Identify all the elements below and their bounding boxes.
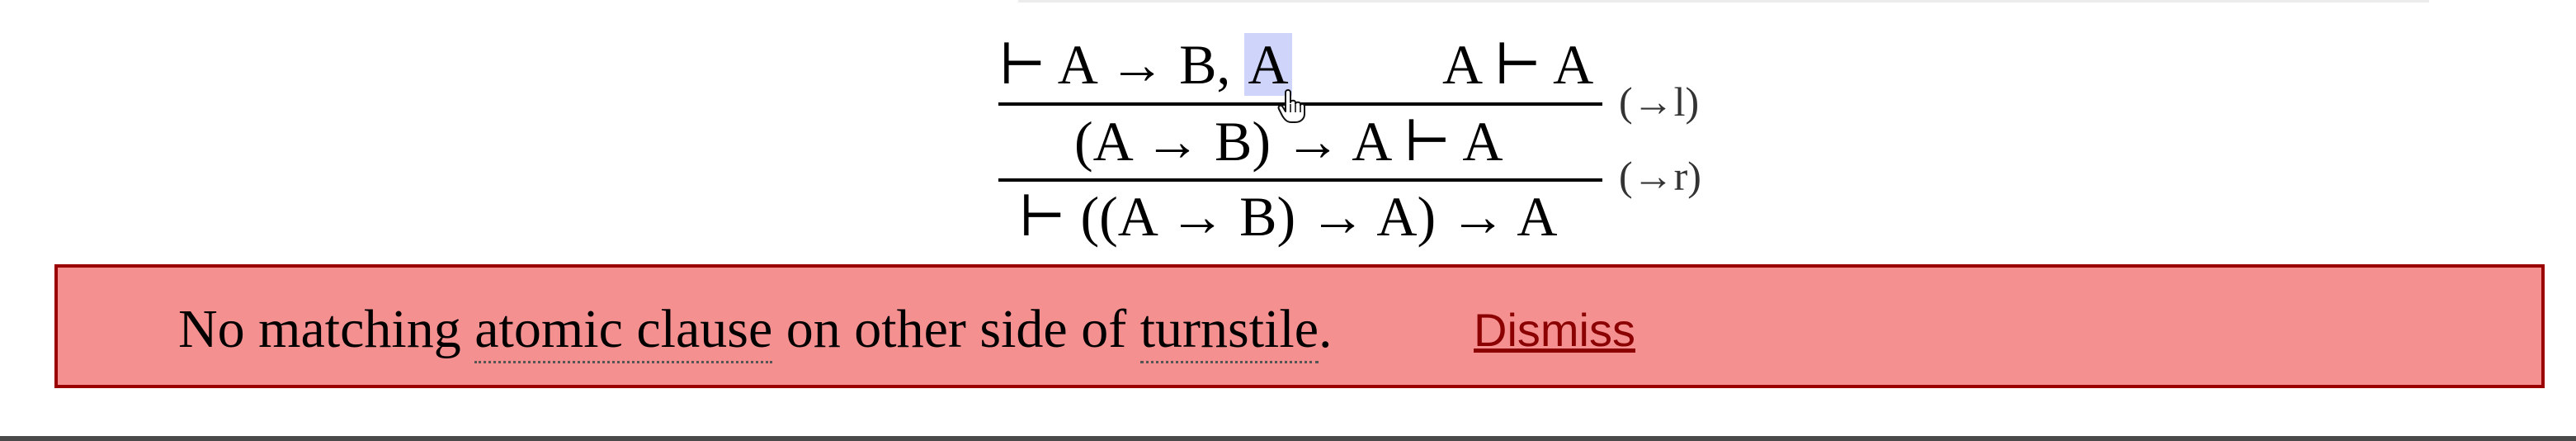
inference-line-lower bbox=[998, 178, 1602, 182]
error-text-part-2: on other side of bbox=[772, 299, 1140, 359]
error-banner: No matching atomic clause on other side … bbox=[54, 264, 2545, 388]
term-atomic-clause[interactable]: atomic clause bbox=[474, 299, 773, 363]
premise-left-prefix: ⊢ A → B, bbox=[998, 33, 1245, 96]
error-text-part-1: No matching bbox=[178, 299, 475, 359]
hand-pointer-icon bbox=[1277, 89, 1305, 123]
bottom-divider bbox=[0, 436, 2576, 441]
top-divider bbox=[1018, 0, 2429, 2]
rule-label-implies-left: (→l) bbox=[1619, 78, 1700, 125]
error-text-part-3: . bbox=[1319, 299, 1333, 359]
dismiss-link[interactable]: Dismiss bbox=[1474, 304, 1635, 356]
term-turnstile[interactable]: turnstile bbox=[1139, 299, 1319, 363]
premise-left-sequent[interactable]: ⊢ A → B, A bbox=[998, 33, 1292, 96]
proof-tree: ⊢ A → B, A A ⊢ A (→l) (A → B) → A ⊢ A (→… bbox=[998, 33, 1701, 248]
selected-formula-a[interactable]: A bbox=[1244, 33, 1292, 96]
rule-label-implies-right: (→r) bbox=[1619, 153, 1701, 199]
error-message: No matching atomic clause on other side … bbox=[178, 299, 1333, 363]
premise-right-sequent[interactable]: A ⊢ A bbox=[1442, 33, 1594, 96]
conclusion-sequent[interactable]: ⊢ ((A → B) → A) → A bbox=[1018, 185, 1558, 248]
